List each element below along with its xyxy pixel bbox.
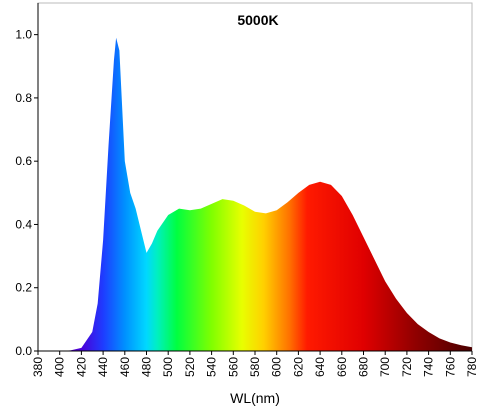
x-tick-label: 480 xyxy=(140,357,154,377)
y-tick-label: 0.8 xyxy=(15,91,32,105)
x-tick-label: 500 xyxy=(161,357,175,377)
x-tick-label: 660 xyxy=(335,357,349,377)
x-tick-label: 460 xyxy=(118,357,132,377)
x-tick-label: 700 xyxy=(378,357,392,377)
x-tick-label: 720 xyxy=(400,357,414,377)
x-tick-label: 380 xyxy=(31,357,45,377)
y-tick-label: 0.4 xyxy=(15,217,32,231)
x-axis-label: WL(nm) xyxy=(230,390,280,406)
x-tick-label: 620 xyxy=(291,357,305,377)
y-tick-label: 0.6 xyxy=(15,154,32,168)
x-tick-label: 740 xyxy=(422,357,436,377)
x-tick-label: 520 xyxy=(183,357,197,377)
x-tick-label: 540 xyxy=(205,357,219,377)
y-tick-label: 0.2 xyxy=(15,281,32,295)
y-tick-label: 0.0 xyxy=(15,344,32,358)
x-tick-label: 600 xyxy=(270,357,284,377)
x-tick-label: 420 xyxy=(74,357,88,377)
y-tick-label: 1.0 xyxy=(15,28,32,42)
chart-title: 5000K xyxy=(237,12,278,28)
spectrum-area xyxy=(38,37,472,352)
x-tick-label: 560 xyxy=(226,357,240,377)
x-tick-label: 400 xyxy=(53,357,67,377)
x-tick-label: 440 xyxy=(96,357,110,377)
x-tick-label: 760 xyxy=(443,357,457,377)
x-tick-label: 580 xyxy=(248,357,262,377)
x-tick-label: 680 xyxy=(357,357,371,377)
x-tick-label: 780 xyxy=(465,357,479,377)
x-tick-label: 640 xyxy=(313,357,327,377)
